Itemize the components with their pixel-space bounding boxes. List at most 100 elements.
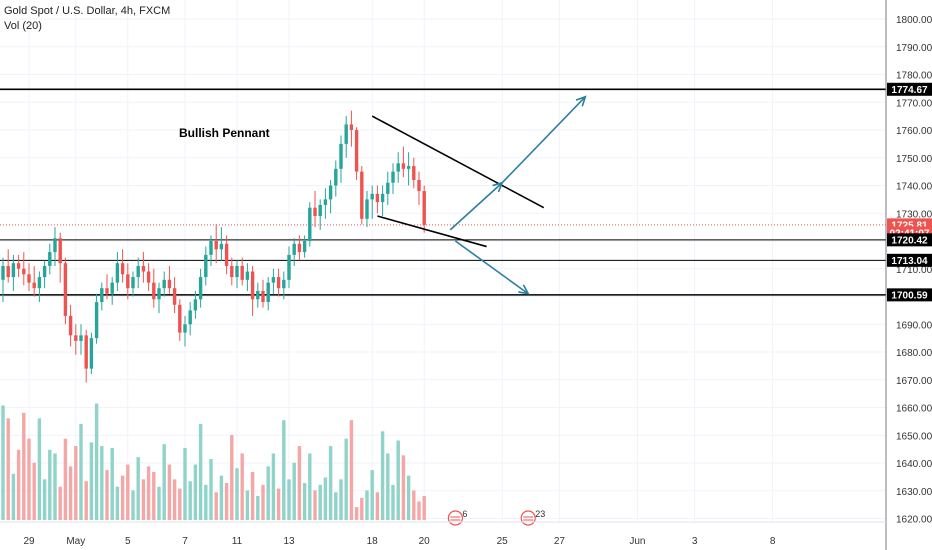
volume-bar — [230, 434, 234, 520]
volume-bar — [53, 453, 57, 520]
level-price-badge — [887, 82, 932, 96]
price-tick-label: 1760.00 — [896, 126, 932, 137]
candle-body — [391, 171, 395, 183]
pattern-drawings[interactable] — [371, 95, 587, 295]
volume-bar — [68, 466, 73, 520]
candle-body — [167, 279, 172, 289]
candle-body — [380, 193, 385, 203]
time-tick-label: 25 — [497, 536, 509, 547]
price-tick-label: 1630.00 — [896, 487, 932, 498]
price-tick-label: 1710.00 — [896, 265, 932, 276]
volume-bar — [344, 438, 348, 520]
candle-body — [53, 238, 57, 253]
level-price-badge — [887, 233, 932, 247]
projection-arrow[interactable] — [449, 182, 503, 231]
volume-bar — [380, 431, 385, 520]
candle-body — [412, 166, 416, 180]
candle-body — [297, 243, 302, 253]
time-tick-label: 27 — [554, 536, 566, 547]
candle-body — [360, 171, 364, 219]
time-tick-label: 8 — [770, 536, 776, 547]
candle-body — [11, 263, 16, 278]
pennant-trendline[interactable] — [377, 215, 487, 248]
volume-bar — [313, 490, 317, 520]
price-badge-label: 1725.81 — [891, 220, 928, 231]
volume-bar — [245, 490, 250, 520]
candle-body — [74, 335, 78, 341]
volume-bar — [183, 447, 187, 520]
candle-body — [271, 277, 276, 283]
candle-body — [406, 166, 411, 169]
time-tick-label: 7 — [182, 536, 188, 547]
candle-body — [245, 271, 250, 280]
candle-body — [328, 185, 333, 200]
volume-bar — [6, 418, 10, 520]
grid-lines — [0, 0, 886, 522]
volume-bar — [105, 470, 109, 520]
candle-body — [68, 315, 73, 336]
horizontal-levels[interactable] — [0, 88, 886, 296]
candle-body — [401, 163, 406, 169]
event-flag-icon[interactable] — [520, 510, 536, 526]
volume-bar — [178, 488, 182, 520]
candle-body — [318, 204, 322, 217]
candle-body — [32, 282, 36, 289]
volume-bar — [115, 486, 120, 520]
candle-body — [48, 252, 52, 266]
candle-body — [308, 207, 312, 241]
volume-bar — [250, 471, 255, 520]
volume-bar — [37, 418, 42, 520]
price-axis-labels: 1774.671725.8102:41:071720.421713.041700… — [887, 82, 932, 302]
volume-bar — [365, 490, 369, 520]
volume-bar — [167, 464, 172, 520]
candle-body — [126, 274, 130, 289]
candle-body — [422, 191, 426, 225]
candle-body — [157, 288, 161, 300]
volume-bar — [214, 492, 218, 520]
volume-bar — [224, 483, 229, 520]
volume-bar — [172, 479, 177, 520]
candle-body — [183, 324, 187, 333]
time-axis[interactable]: 29 May 5 7 11 13 18 20 25 27 Jun 3 8 — [23, 536, 775, 547]
candle-body — [302, 241, 307, 253]
candle-body — [162, 279, 166, 289]
volume-bar — [16, 449, 21, 520]
symbol-title: Gold Spot / U.S. Dollar, 4h, FXCM — [4, 5, 171, 17]
price-tick-label: 1770.00 — [896, 98, 932, 109]
candle-body — [27, 274, 31, 283]
projection-arrow[interactable] — [501, 96, 586, 184]
volume-bar — [282, 420, 286, 520]
price-tick-label: 1780.00 — [896, 71, 932, 82]
candle-body — [63, 263, 68, 316]
volume-bar — [406, 475, 411, 520]
price-tick-label: 1790.00 — [896, 43, 932, 54]
candle-body — [37, 277, 42, 289]
volume-bar — [396, 440, 400, 520]
volume-bar — [308, 453, 312, 520]
projection-arrow[interactable] — [454, 240, 529, 295]
candle-body — [188, 310, 192, 325]
candle-body — [354, 130, 359, 172]
arrow-head — [575, 95, 587, 107]
time-tick-label: 18 — [367, 536, 379, 547]
volume-bar — [136, 457, 140, 520]
volume-bar — [266, 466, 270, 520]
candle-body — [58, 238, 62, 264]
volume-bar — [375, 492, 380, 520]
candle-body — [214, 241, 218, 250]
candle-body — [198, 277, 203, 300]
level-price-badge — [887, 253, 932, 267]
volume-bar — [240, 453, 244, 520]
candle-body — [146, 271, 151, 283]
price-badge-label: 1774.67 — [891, 85, 928, 96]
candlesticks — [1, 110, 426, 383]
time-tick-label: 5 — [125, 536, 131, 547]
event-flag-icon[interactable] — [447, 510, 463, 526]
pennant-trendline[interactable] — [371, 115, 545, 209]
candle-body — [261, 290, 265, 303]
candle-body — [417, 179, 421, 192]
price-badge-label: 1700.59 — [891, 290, 928, 301]
candle-body — [375, 193, 380, 203]
price-axis[interactable]: 1620.00 1630.00 1640.00 1650.00 1660.00 1670.… — [896, 15, 932, 526]
